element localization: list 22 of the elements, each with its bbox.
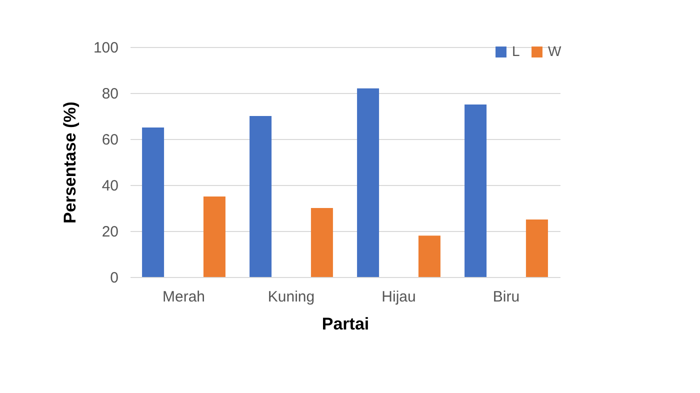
- y-axis-title: Persentase (%): [60, 102, 80, 224]
- y-tick-label: 60: [102, 132, 118, 148]
- bar: [357, 88, 380, 277]
- bar: [203, 196, 226, 277]
- x-tick-label: Merah: [162, 288, 206, 306]
- x-tick-label: Biru: [492, 288, 520, 306]
- legend-label: L: [512, 43, 520, 59]
- bar: [310, 208, 333, 277]
- bar: [250, 116, 272, 277]
- legend-label: W: [548, 43, 562, 59]
- bar: [418, 236, 440, 277]
- y-tick-label: 0: [110, 270, 118, 286]
- x-tick-label: Kuning: [268, 288, 315, 306]
- x-tick-label: Hijau: [382, 288, 416, 306]
- y-tick-label: 40: [102, 178, 118, 194]
- y-tick-label: 20: [102, 224, 118, 240]
- y-tick-label: 80: [102, 86, 118, 102]
- y-tick-label: 100: [93, 40, 118, 56]
- bar: [464, 104, 487, 277]
- x-axis-title: Partai: [322, 314, 370, 334]
- bar: [526, 220, 548, 277]
- bar: [142, 128, 164, 277]
